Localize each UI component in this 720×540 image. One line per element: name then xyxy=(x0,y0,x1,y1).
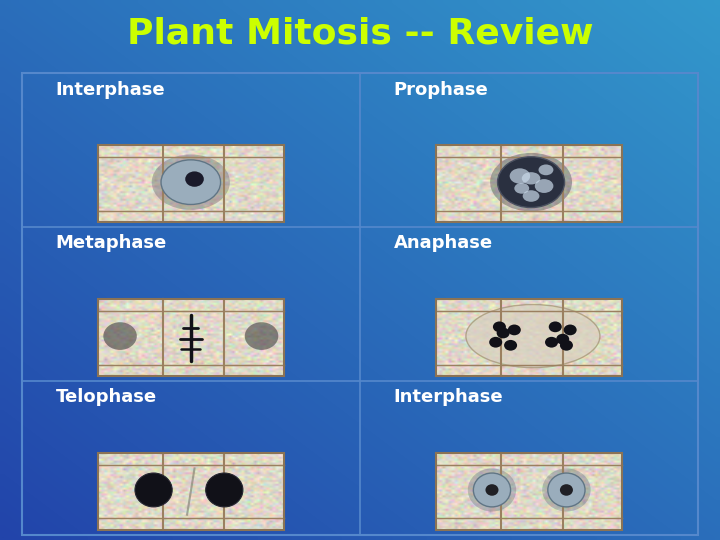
Bar xyxy=(436,453,622,530)
Ellipse shape xyxy=(466,305,600,368)
Ellipse shape xyxy=(564,325,577,335)
Ellipse shape xyxy=(548,473,585,507)
Text: Anaphase: Anaphase xyxy=(394,234,493,253)
Bar xyxy=(22,73,698,535)
Ellipse shape xyxy=(485,484,498,496)
Ellipse shape xyxy=(185,171,204,187)
Ellipse shape xyxy=(560,484,573,496)
Text: Interphase: Interphase xyxy=(55,80,165,99)
Ellipse shape xyxy=(498,157,564,207)
Ellipse shape xyxy=(522,172,541,185)
Ellipse shape xyxy=(510,168,530,184)
Bar xyxy=(436,299,622,376)
Ellipse shape xyxy=(152,154,230,210)
Ellipse shape xyxy=(497,328,510,339)
Ellipse shape xyxy=(468,468,516,511)
Bar xyxy=(98,145,284,222)
Text: Prophase: Prophase xyxy=(394,80,489,99)
Ellipse shape xyxy=(545,337,558,348)
Text: Plant Mitosis -- Review: Plant Mitosis -- Review xyxy=(127,16,593,50)
Ellipse shape xyxy=(135,473,172,507)
Ellipse shape xyxy=(493,321,506,332)
Ellipse shape xyxy=(206,473,243,507)
Ellipse shape xyxy=(539,165,554,176)
Bar xyxy=(436,145,622,222)
Ellipse shape xyxy=(473,473,510,507)
Ellipse shape xyxy=(508,325,521,335)
Ellipse shape xyxy=(549,321,562,332)
Text: Interphase: Interphase xyxy=(394,388,503,407)
Ellipse shape xyxy=(523,190,539,202)
Ellipse shape xyxy=(560,340,573,350)
Ellipse shape xyxy=(245,322,278,350)
Ellipse shape xyxy=(504,340,517,350)
Ellipse shape xyxy=(161,160,220,205)
Bar xyxy=(98,453,284,530)
Ellipse shape xyxy=(535,179,554,193)
Bar xyxy=(98,299,284,376)
Ellipse shape xyxy=(556,334,570,345)
Text: Metaphase: Metaphase xyxy=(55,234,167,253)
Ellipse shape xyxy=(542,468,590,511)
Ellipse shape xyxy=(490,153,572,212)
Text: Telophase: Telophase xyxy=(55,388,156,407)
Ellipse shape xyxy=(514,183,529,194)
Ellipse shape xyxy=(489,337,503,348)
Ellipse shape xyxy=(104,322,137,350)
